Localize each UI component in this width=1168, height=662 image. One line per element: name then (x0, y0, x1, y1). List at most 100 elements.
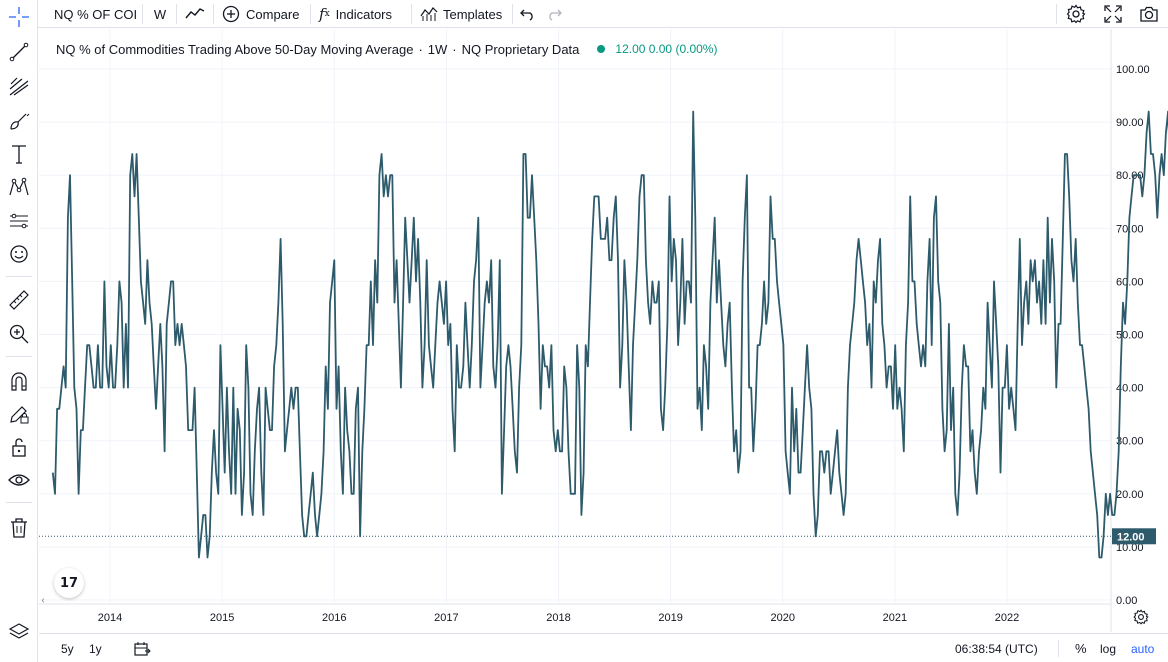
object-tree-button[interactable] (5, 618, 33, 646)
date-range-button[interactable] (133, 634, 151, 662)
log-label: log (1100, 641, 1117, 656)
lock-icon (8, 436, 30, 458)
legend-source: NQ Proprietary Data (461, 41, 580, 57)
clock-label: 06:38:54 (UTC) (955, 641, 1038, 656)
trend-line-icon (8, 41, 30, 63)
clock-readout[interactable]: 06:38:54 (UTC) (955, 634, 1038, 662)
templates-label: Templates (443, 6, 503, 22)
range-1y-button[interactable]: 1y (89, 634, 102, 662)
y-tick-label: 20.00 (1116, 489, 1144, 501)
date-range-icon (133, 641, 151, 657)
y-tick-label: 90.00 (1116, 117, 1144, 129)
zoom-in-icon (8, 323, 30, 345)
fib-icon (8, 75, 30, 97)
undo-icon (520, 7, 536, 21)
chevron-left-icon[interactable]: ‹ (41, 594, 45, 606)
y-tick-label: 10.00 (1116, 542, 1144, 554)
brush-tool[interactable] (5, 107, 33, 135)
prediction-tool[interactable] (5, 207, 33, 235)
pattern-icon (8, 176, 30, 198)
bar-style-icon (184, 6, 206, 22)
y-tick-label: 0.00 (1116, 595, 1137, 607)
interval-button[interactable]: W (153, 0, 167, 28)
legend-values: 12.00 0.00 (0.00%) (615, 42, 718, 56)
templates-icon (420, 6, 438, 22)
y-tick-label: 100.00 (1116, 64, 1150, 76)
bottom-toolbar: 5y 1y 06:38:54 (UTC) % log auto (39, 633, 1168, 662)
add-circle-icon (222, 5, 240, 23)
crosshair-tool[interactable] (5, 3, 33, 31)
auto-toggle[interactable]: auto (1131, 634, 1154, 662)
fullscreen-icon (1104, 5, 1122, 23)
price-chart[interactable]: 0.0010.0020.0030.0040.0050.0060.0070.008… (39, 29, 1168, 632)
legend-interval: 1W (427, 41, 448, 57)
y-tick-label: 40.00 (1116, 383, 1144, 395)
emoji-tool[interactable] (5, 240, 33, 268)
chart-style-button[interactable] (184, 0, 208, 28)
x-tick-label: 2018 (546, 612, 570, 624)
legend-title: NQ % of Commodities Trading Above 50-Day… (56, 41, 414, 57)
x-tick-label: 2019 (658, 612, 682, 624)
y-tick-label: 60.00 (1116, 276, 1144, 288)
range-1y-label: 1y (89, 641, 102, 656)
screenshot-button[interactable] (1139, 0, 1161, 28)
compare-button[interactable]: Compare (222, 0, 306, 28)
chart-pane[interactable]: 0.00 10.00 20.00 30.00 40.00 50.00 60.00 70.00 8… (39, 29, 1168, 632)
zoom-tool[interactable] (5, 320, 33, 348)
tradingview-logo[interactable]: 17 (54, 568, 84, 598)
text-tool[interactable] (5, 140, 33, 168)
symbol-input[interactable]: NQ % OF COI (54, 6, 136, 22)
last-value-badge (1112, 528, 1156, 545)
pencil-lock-icon (8, 403, 30, 425)
lock-drawings-tool[interactable] (5, 400, 33, 428)
range-5y-button[interactable]: 5y (61, 634, 74, 662)
range-5y-label: 5y (61, 641, 74, 656)
fullscreen-button[interactable] (1104, 0, 1124, 28)
drawing-toolbar (0, 0, 38, 662)
remove-drawings-tool[interactable] (5, 514, 33, 542)
y-tick-label: 30.00 (1116, 436, 1144, 448)
interval-label: W (153, 6, 167, 22)
ruler-icon (8, 289, 30, 311)
brush-icon (8, 110, 30, 132)
templates-button[interactable]: Templates (420, 0, 510, 28)
undo-button[interactable] (520, 0, 538, 28)
text-icon (8, 143, 30, 165)
x-tick-label: 2022 (995, 612, 1019, 624)
x-tick-label: 2014 (98, 612, 122, 624)
auto-label: auto (1131, 641, 1155, 656)
pattern-tool[interactable] (5, 173, 33, 201)
layers-icon (8, 621, 30, 643)
settings-button[interactable] (1066, 0, 1088, 28)
fib-tool[interactable] (5, 72, 33, 100)
log-toggle[interactable]: log (1100, 634, 1116, 662)
settings-icon (1066, 4, 1086, 24)
measure-tool[interactable] (5, 286, 33, 314)
symbol-search[interactable]: NQ % OF COI (54, 0, 138, 28)
emoji-icon (8, 243, 30, 265)
x-tick-label: 2016 (322, 612, 346, 624)
settings-icon (1133, 609, 1149, 625)
series-line (51, 110, 1168, 559)
hide-drawings-tool[interactable] (5, 466, 33, 494)
crosshair-icon (8, 6, 30, 28)
status-dot-icon (597, 45, 606, 53)
y-tick-label: 50.00 (1116, 330, 1144, 342)
redo-button[interactable] (546, 0, 564, 28)
series-legend: NQ % of Commodities Trading Above 50-Day… (56, 41, 718, 57)
trash-icon (8, 517, 30, 539)
price-scale-settings-button[interactable] (1133, 609, 1151, 627)
x-tick-label: 2021 (883, 612, 907, 624)
x-tick-label: 2015 (210, 612, 234, 624)
magnet-icon (8, 370, 30, 392)
magnet-tool[interactable] (5, 367, 33, 395)
compare-label: Compare (246, 6, 300, 22)
percent-toggle[interactable]: % (1075, 634, 1087, 662)
trend-line-tool[interactable] (5, 38, 33, 66)
redo-icon (546, 7, 562, 21)
eye-icon (8, 469, 30, 491)
lock-all-tool[interactable] (5, 433, 33, 461)
